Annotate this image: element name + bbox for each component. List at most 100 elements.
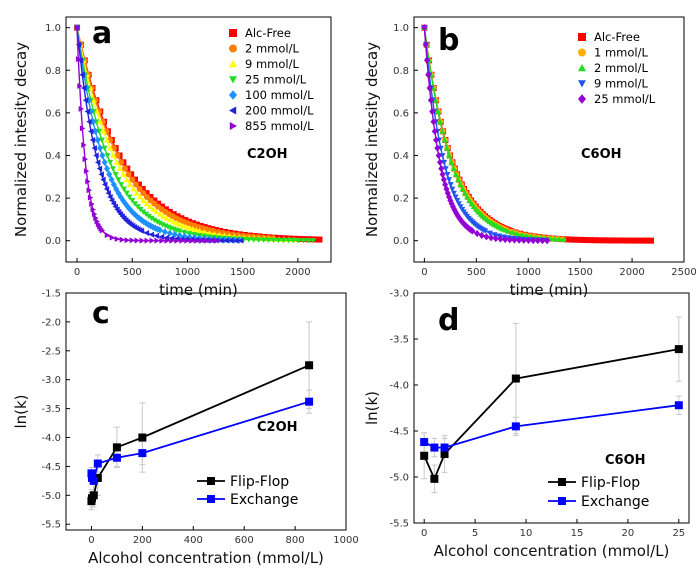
data-point (240, 236, 247, 243)
x-axis-title: Alcohol concentration (mmol/L) (434, 542, 670, 560)
legend-label: 855 mmol/L (245, 119, 314, 133)
data-point (105, 190, 111, 197)
data-point (563, 236, 570, 243)
y-tick-label: -5.5 (389, 519, 409, 530)
data-point (470, 203, 477, 210)
data-point (440, 443, 449, 452)
data-point (150, 206, 157, 212)
data-point (674, 345, 683, 354)
data-point (464, 193, 471, 200)
legend-label: 2 mmol/L (594, 61, 648, 75)
panel-letter: c (92, 296, 110, 331)
data-point (648, 237, 655, 244)
data-point (483, 233, 490, 241)
data-point (110, 152, 117, 158)
data-point (107, 159, 114, 166)
data-point (605, 237, 612, 244)
data-point (643, 237, 650, 244)
data-point (482, 228, 489, 234)
legend-marker (229, 122, 237, 130)
data-point (199, 237, 205, 244)
y-tick-label: 0.2 (393, 194, 409, 205)
data-point (170, 218, 177, 225)
x-axis-title: time (min) (510, 281, 589, 299)
plot-frame (65, 292, 347, 531)
y-tick-label: 0.8 (45, 66, 61, 77)
data-point (430, 118, 437, 126)
data-point (158, 233, 165, 240)
data-point (568, 236, 575, 243)
x-tick-label: 500 (123, 267, 142, 278)
data-point (136, 193, 143, 200)
series-curve (423, 27, 653, 242)
data-point (295, 238, 302, 244)
data-point (103, 137, 110, 143)
y-tick-label: -5.0 (41, 491, 61, 502)
data-point (101, 158, 108, 166)
y-axis-title: ln(k) (363, 391, 381, 425)
data-point (577, 236, 584, 243)
data-point (156, 220, 163, 227)
data-point (305, 397, 314, 406)
data-point (77, 82, 83, 89)
data-point (148, 215, 155, 222)
data-point (509, 229, 516, 235)
data-point (98, 171, 104, 178)
data-point (206, 230, 213, 236)
data-point (127, 181, 134, 187)
data-point (624, 237, 631, 244)
data-point (161, 228, 168, 236)
data-point (486, 230, 493, 236)
panel-letter: d (438, 303, 459, 338)
data-point (174, 237, 180, 244)
data-point (100, 128, 107, 134)
y-tick-label: 0.0 (45, 236, 61, 247)
y-axis-title: ln(k) (12, 394, 30, 428)
data-point (113, 159, 120, 165)
legend-label: 9 mmol/L (594, 77, 648, 91)
data-point (87, 194, 94, 201)
condition-label: C2OH (257, 420, 298, 435)
data-point (126, 194, 133, 200)
data-point (518, 231, 525, 238)
data-point (95, 159, 101, 166)
y-tick-label: -3.5 (389, 335, 409, 346)
data-point (129, 237, 136, 244)
data-point (255, 237, 262, 243)
data-point (144, 237, 150, 244)
data-point (183, 224, 190, 230)
y-tick-label: 0.2 (45, 194, 61, 205)
data-point (245, 237, 252, 243)
data-point (431, 127, 438, 135)
y-tick-label: 1.0 (393, 23, 409, 34)
plot-frame (413, 292, 690, 524)
data-point (204, 237, 210, 244)
data-point (619, 237, 626, 244)
legend-marker (229, 29, 237, 37)
y-tick-label: -5.0 (389, 473, 409, 484)
data-point (201, 229, 208, 235)
legend-marker (229, 60, 237, 68)
x-tick-label: 500 (467, 267, 486, 278)
data-point (112, 453, 121, 462)
data-point (154, 219, 161, 225)
data-point (421, 24, 428, 32)
data-point (109, 166, 116, 172)
panel-letter: b (438, 23, 459, 58)
data-point (100, 176, 106, 183)
data-point (275, 237, 282, 244)
y-tick-label: -5.5 (41, 520, 61, 531)
data-point (442, 166, 449, 172)
data-point (305, 238, 312, 244)
data-point (143, 211, 150, 218)
data-point (491, 232, 498, 238)
data-point (159, 237, 165, 244)
data-point (132, 201, 139, 207)
data-point (516, 236, 523, 244)
x-tick-label: 2500 (671, 267, 696, 278)
data-point (432, 97, 439, 103)
data-point (104, 232, 111, 239)
data-point (143, 190, 150, 197)
x-tick-label: 1500 (567, 267, 592, 278)
data-point (454, 198, 461, 204)
